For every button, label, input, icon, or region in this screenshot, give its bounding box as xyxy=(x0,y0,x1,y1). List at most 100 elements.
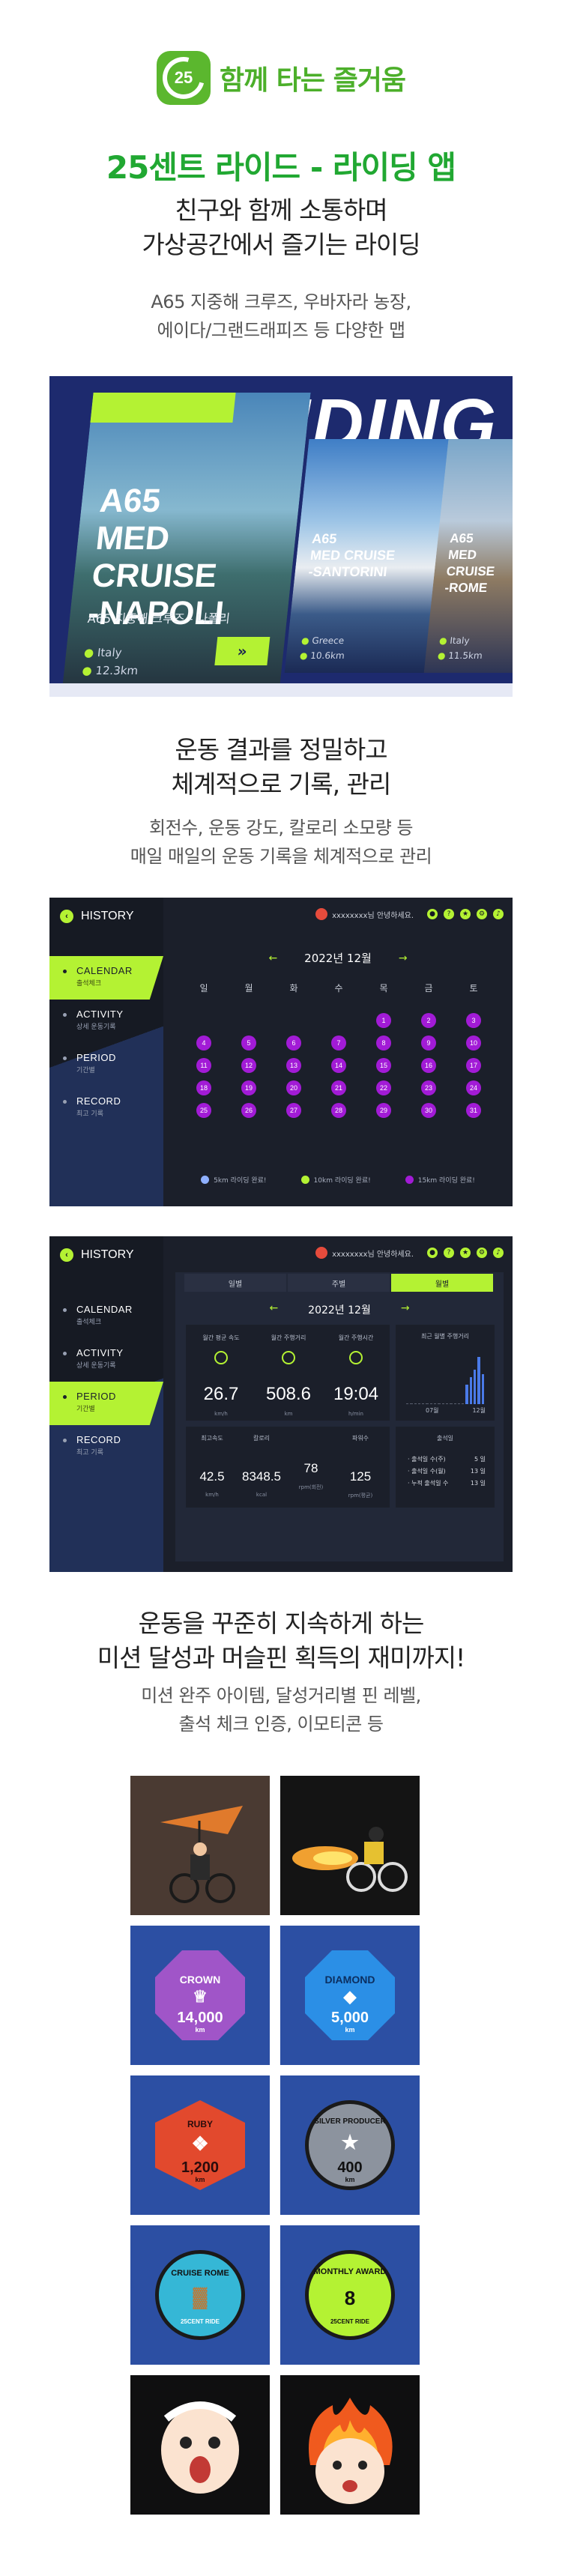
calendar-day[interactable]: 13 xyxy=(271,1054,316,1077)
calendar-day[interactable]: 1 xyxy=(361,1009,406,1032)
chart-bar xyxy=(450,1403,453,1404)
secondary-stats-box: 최고속도 42.5 km/h 칼로리 8348.5 kcal 78 rpm(회전) 파워수… xyxy=(186,1427,390,1508)
calendar-day[interactable]: 15 xyxy=(361,1054,406,1077)
calendar-day[interactable]: 19 xyxy=(226,1077,271,1099)
calendar-day[interactable]: 29 xyxy=(361,1099,406,1122)
start-route-button[interactable]: » xyxy=(214,637,271,665)
stat-avg-speed: 월간 평균 속도 26.7 km/h xyxy=(202,1334,240,1417)
day-marker: 9 xyxy=(421,1035,436,1050)
calendar-day[interactable]: 10 xyxy=(451,1032,496,1054)
calendar-day[interactable]: 11 xyxy=(181,1054,226,1077)
help-icon[interactable]: ? xyxy=(444,909,454,919)
crown-pin-badge: CROWN ♕ 14,000 km xyxy=(130,1926,270,2065)
day-marker: 18 xyxy=(196,1080,211,1095)
back-arrow-icon[interactable]: ‹ xyxy=(60,910,73,923)
gear-icon[interactable]: ⚙ xyxy=(477,1248,487,1258)
calendar-day[interactable]: 25 xyxy=(181,1099,226,1122)
prev-month-arrow-icon[interactable]: ← xyxy=(269,1302,279,1314)
person-icon[interactable]: ● xyxy=(427,909,438,919)
calendar-day[interactable]: 20 xyxy=(271,1077,316,1099)
fire-emoticon xyxy=(280,2375,420,2515)
history-calendar-screen: ‹ HISTORY CALENDAR 출석체크 ACTIVITY 상세 운동기록 P… xyxy=(49,898,513,1206)
weekday-header: 목 xyxy=(379,983,388,994)
next-month-arrow-icon[interactable]: → xyxy=(398,952,408,964)
calendar-day[interactable]: 4 xyxy=(181,1032,226,1054)
chart-bar xyxy=(481,1374,484,1404)
calendar-day[interactable]: 26 xyxy=(226,1099,271,1122)
menu-item-record[interactable]: RECORD 최고 기록 xyxy=(49,1086,163,1130)
back-arrow-icon[interactable]: ‹ xyxy=(60,1248,73,1262)
calendar-day[interactable]: 31 xyxy=(451,1099,496,1122)
calendar-day[interactable]: 16 xyxy=(406,1054,451,1077)
route-card-napoli[interactable]: A65 MED CRUISE -NAPOLI A65 지중해 크루즈 - 나폴리… xyxy=(62,393,311,686)
trophy-icon[interactable]: ★ xyxy=(460,1248,471,1258)
avatar xyxy=(315,1247,328,1259)
section2-heading: 운동 결과를 정밀하고 체계적으로 기록, 관리 xyxy=(171,735,392,799)
gear-icon[interactable]: ⚙ xyxy=(477,909,487,919)
volume-icon[interactable]: ♪ xyxy=(493,1248,504,1258)
menu-item-activity[interactable]: ACTIVITY 상세 운동기록 xyxy=(49,1338,163,1382)
hang-glider-icon xyxy=(130,1776,270,1915)
chart-bar xyxy=(477,1357,480,1404)
menu-item-calendar[interactable]: CALENDAR 출석체크 xyxy=(49,1295,163,1338)
route-country: ● Greece xyxy=(300,635,345,646)
volume-icon[interactable]: ♪ xyxy=(493,909,504,919)
calendar-day[interactable]: 23 xyxy=(406,1077,451,1099)
calendar-day[interactable]: 8 xyxy=(361,1032,406,1054)
day-marker: 29 xyxy=(376,1103,391,1118)
menu-item-activity[interactable]: ACTIVITY 상세 운동기록 xyxy=(49,1000,163,1043)
legend-swatch xyxy=(405,1176,414,1184)
calendar-day[interactable]: 6 xyxy=(271,1032,316,1054)
day-marker: 12 xyxy=(241,1058,256,1073)
day-marker: 28 xyxy=(331,1103,346,1118)
calendar-day[interactable]: 2 xyxy=(406,1009,451,1032)
day-marker: 14 xyxy=(331,1058,346,1073)
person-icon[interactable]: ● xyxy=(427,1248,438,1258)
calendar-day[interactable]: 3 xyxy=(451,1009,496,1032)
calendar-day[interactable]: 27 xyxy=(271,1099,316,1122)
trophy-icon[interactable]: ★ xyxy=(460,909,471,919)
rocket-item-badge xyxy=(280,1776,420,1915)
day-marker: 24 xyxy=(466,1080,481,1095)
diamond-icon: ◆ xyxy=(343,1987,357,2006)
chart-bar xyxy=(474,1369,477,1404)
calendar-day[interactable]: 21 xyxy=(316,1077,361,1099)
weekday-header: 월 xyxy=(244,983,253,994)
help-icon[interactable]: ? xyxy=(444,1248,454,1258)
cruise-rome-badge: CRUISE ROME ▓ 25CENT RIDE xyxy=(130,2225,270,2365)
calendar-day[interactable]: 28 xyxy=(316,1099,361,1122)
calendar-day[interactable]: 12 xyxy=(226,1054,271,1077)
calendar-day[interactable]: 24 xyxy=(451,1077,496,1099)
route-icon: ● xyxy=(437,650,447,661)
menu-item-period[interactable]: PERIOD 기간별 xyxy=(49,1382,163,1425)
tab-weekly[interactable]: 주별 xyxy=(288,1274,390,1292)
weekday-header: 수 xyxy=(334,983,343,994)
menu-item-period[interactable]: PERIOD 기간별 xyxy=(49,1043,163,1086)
calendar-day[interactable]: 14 xyxy=(316,1054,361,1077)
calendar-day[interactable]: 5 xyxy=(226,1032,271,1054)
day-marker: 22 xyxy=(376,1080,391,1095)
calendar-day[interactable]: 18 xyxy=(181,1077,226,1099)
top-toolbar: xxxxxxxx님 안녕하세요. ● ? ★ ⚙ ♪ xyxy=(315,1247,504,1259)
history-header: ‹ HISTORY xyxy=(60,910,134,923)
clock-icon xyxy=(349,1351,363,1364)
month-selector: ← 2022년 12월 → xyxy=(175,1302,504,1317)
menu-item-record[interactable]: RECORD 최고 기록 xyxy=(49,1425,163,1469)
brand-tagline: 함께 타는 즐거움 xyxy=(220,65,406,96)
user-greeting: xxxxxxxx님 안녕하세요. xyxy=(315,908,414,920)
monthly-stats-box: 월간 평균 속도 26.7 km/h 월간 주행거리 508.6 km 월간 주행시… xyxy=(186,1325,390,1421)
tab-daily[interactable]: 일별 xyxy=(184,1274,286,1292)
brand-badge-icon: 25 xyxy=(154,49,213,107)
menu-item-calendar[interactable]: CALENDAR 출석체크 xyxy=(49,956,163,1000)
calendar-day[interactable]: 17 xyxy=(451,1054,496,1077)
calendar-day[interactable]: 7 xyxy=(316,1032,361,1054)
chart-bar xyxy=(441,1403,444,1404)
calendar-day[interactable]: 22 xyxy=(361,1077,406,1099)
tab-monthly[interactable]: 월별 xyxy=(391,1274,493,1292)
prev-month-arrow-icon[interactable]: ← xyxy=(268,952,278,964)
day-marker: 30 xyxy=(421,1103,436,1118)
calendar-day[interactable]: 9 xyxy=(406,1032,451,1054)
calendar-day[interactable]: 30 xyxy=(406,1099,451,1122)
chart-bar xyxy=(426,1403,429,1404)
next-month-arrow-icon[interactable]: → xyxy=(400,1302,410,1314)
